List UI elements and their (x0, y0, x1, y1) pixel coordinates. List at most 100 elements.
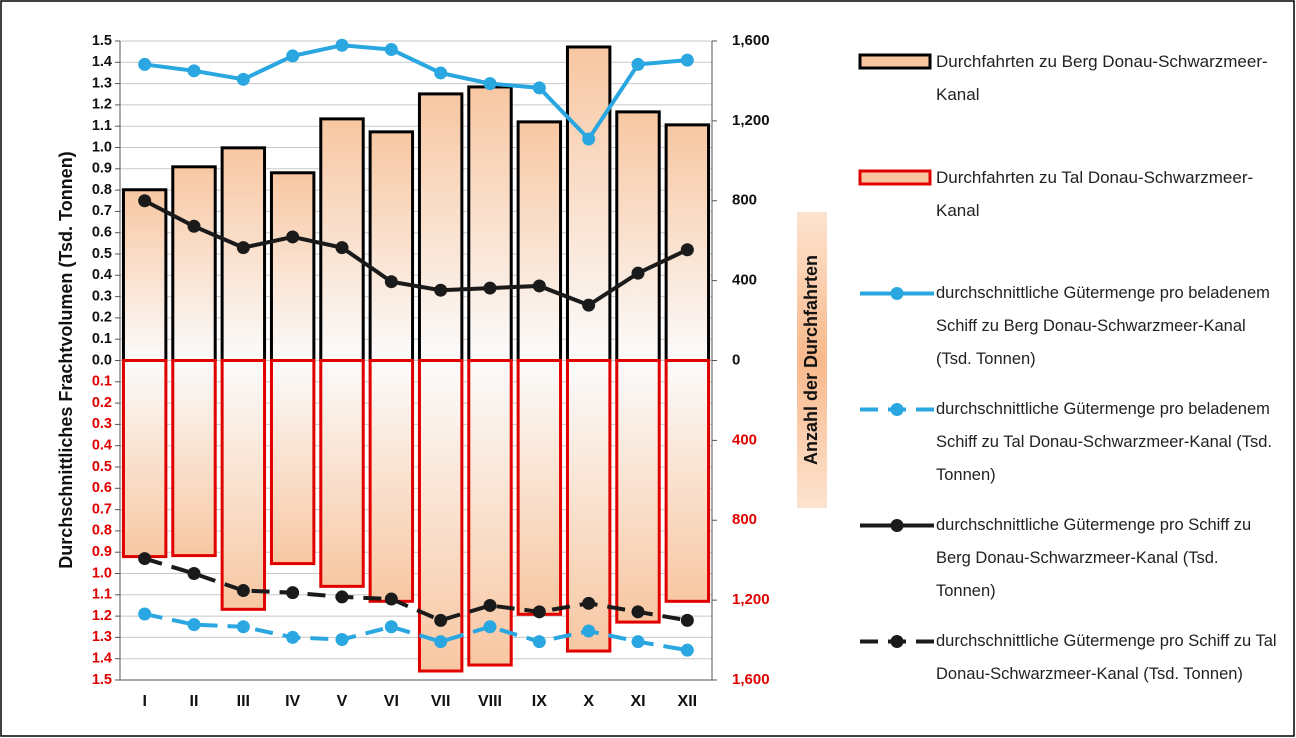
y2-tick-label: 800 (732, 511, 757, 528)
bar (664, 123, 711, 363)
point (532, 605, 546, 619)
bar (664, 359, 711, 603)
point (631, 605, 645, 619)
y-tick-label: 0.2 (92, 395, 112, 411)
y-tick-label: 1.2 (92, 97, 112, 113)
x-tick-label: V (337, 693, 348, 710)
y2-tick-label: 1,200 (732, 112, 770, 129)
point (680, 53, 694, 67)
bar (615, 359, 661, 624)
point (138, 607, 152, 621)
point (335, 38, 349, 52)
y-tick-label: 1.5 (92, 672, 112, 688)
legend-marker (860, 287, 934, 300)
bar (319, 117, 365, 362)
point (434, 613, 448, 627)
point (680, 613, 694, 627)
y-tick-label: 0.7 (92, 501, 112, 517)
y2-tick-label: 1,600 (732, 671, 770, 688)
point (434, 635, 448, 649)
y-tick-label: 0.3 (92, 288, 112, 304)
bar (171, 359, 217, 558)
y-tick-label: 1.4 (92, 651, 112, 667)
point (631, 635, 645, 649)
y-tick-label: 0.1 (92, 374, 112, 390)
legend-point (890, 635, 904, 648)
point (582, 298, 596, 312)
y-axis-title: Durchschnittliches Frachtvolumen (Tsd. T… (56, 151, 76, 568)
point (384, 43, 398, 57)
bar (220, 359, 267, 611)
legend-point (890, 403, 904, 416)
x-tick-label: I (142, 693, 146, 710)
point (680, 243, 694, 257)
bar (615, 110, 661, 362)
bar (565, 359, 612, 653)
y-tick-label: 0.9 (92, 161, 112, 177)
x-tick-label: VII (431, 693, 451, 710)
x-tick-label: III (237, 693, 250, 710)
point (483, 598, 497, 612)
point (483, 281, 497, 295)
point (532, 279, 546, 293)
x-tick-label: VI (384, 693, 399, 710)
legend-point (890, 519, 904, 532)
point (631, 266, 645, 280)
y-tick-label: 0.4 (92, 267, 112, 283)
y-tick-label: 1.1 (92, 118, 112, 134)
y-tick-label: 1.3 (92, 75, 112, 91)
line (144, 43, 688, 143)
bar (121, 188, 168, 362)
point (434, 283, 448, 297)
point (384, 592, 398, 606)
point (138, 57, 152, 71)
point (138, 194, 152, 208)
point (187, 618, 201, 632)
legend-marker (858, 169, 932, 186)
y-tick-label: 0.5 (92, 459, 112, 475)
bar (171, 165, 217, 362)
legend-item: Durchfahrten zu Tal Donau-Schwarzmeer-Ka… (858, 161, 1288, 227)
x-tick-label: XI (630, 693, 645, 710)
legend-label: Durchfahrten zu Berg Donau-Schwarzmeer-K… (936, 52, 1268, 104)
y-tick-label: 1.5 (92, 33, 112, 49)
legend-item: Durchfahrten zu Berg Donau-Schwarzmeer-K… (858, 45, 1288, 111)
bar (467, 85, 513, 362)
legend-point (890, 287, 904, 300)
line (144, 556, 688, 623)
y2-tick-label: 0 (732, 351, 740, 368)
y-tick-label: 1.2 (92, 608, 112, 624)
y-tick-label: 1.1 (92, 587, 112, 603)
point (335, 590, 349, 604)
y-tick-label: 0.4 (92, 438, 112, 454)
point (335, 241, 349, 255)
x-tick-label: XII (678, 693, 698, 710)
y-tick-label: 0.0 (92, 352, 112, 368)
x-tick-label: IX (532, 693, 547, 710)
point (286, 630, 300, 644)
point (187, 64, 201, 78)
point (532, 635, 546, 649)
bar (417, 92, 464, 363)
y-tick-label: 0.7 (92, 203, 112, 219)
y-tick-label: 0.6 (92, 480, 112, 496)
legend-item: durchschnittliche Gütermenge pro Schiff … (858, 625, 1288, 691)
point (187, 567, 201, 580)
y2-tick-label: 800 (732, 192, 757, 209)
y2-tick-label: 400 (732, 431, 757, 448)
y2-axis-title: Anzahl der Durchfahrten (801, 255, 821, 465)
legend-marker (858, 53, 932, 70)
bar (269, 359, 316, 566)
legend-swatch (858, 169, 932, 186)
point (236, 72, 250, 86)
y-tick-label: 0.9 (92, 544, 112, 560)
legend-item: durchschnittliche Gütermenge pro beladen… (858, 393, 1288, 492)
point (236, 241, 250, 255)
y-tick-label: 0.5 (92, 246, 112, 262)
point (286, 49, 300, 63)
point (236, 620, 250, 634)
line (143, 198, 689, 308)
x-tick-label: X (583, 693, 594, 710)
point (483, 620, 497, 634)
